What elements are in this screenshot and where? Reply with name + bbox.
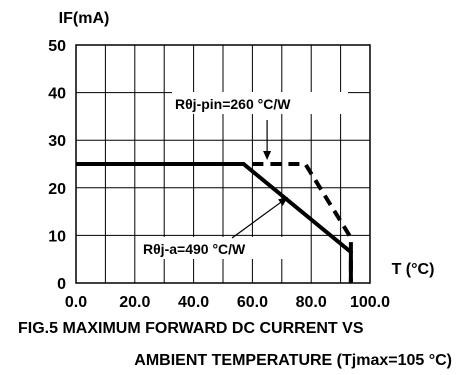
annotations: Rθj-pin=260 °C/W Rθj-a=490 °C/W xyxy=(140,92,348,259)
x-axis-label: T (°C) xyxy=(392,261,435,278)
y-tick-label: 30 xyxy=(48,133,66,150)
series-line-rthj-a xyxy=(76,162,353,283)
x-tick-label: 100.0 xyxy=(350,294,390,311)
y-axis-label: IF(mA) xyxy=(59,10,110,27)
caption-line-1: FIG.5 MAXIMUM FORWARD DC CURRENT VS xyxy=(18,320,364,337)
arrow-head-icon xyxy=(263,151,272,160)
series-lines xyxy=(76,162,353,283)
annotation-rthj-a: Rθj-a=490 °C/W xyxy=(143,241,246,257)
annotation-bg xyxy=(140,237,310,259)
y-tick-label: 10 xyxy=(48,228,66,245)
y-tick-label: 40 xyxy=(48,86,66,103)
annotation-bg xyxy=(172,92,348,114)
annotation-rthj-pin: Rθj-pin=260 °C/W xyxy=(175,96,291,112)
y-tick-labels: 0 10 20 30 40 50 xyxy=(48,38,66,293)
x-tick-label: 60.0 xyxy=(237,294,268,311)
caption-line-2: AMBIENT TEMPERATURE (Tjmax=105 °C) xyxy=(134,352,452,369)
y-tick-label: 50 xyxy=(48,38,66,55)
y-tick-label: 20 xyxy=(48,181,66,198)
x-tick-label: 0.0 xyxy=(65,294,87,311)
x-tick-labels: 0.0 20.0 40.0 60.0 80.0 100.0 xyxy=(65,294,390,311)
y-tick-label: 0 xyxy=(57,276,66,293)
annotation-arrow-line xyxy=(231,196,289,239)
x-tick-label: 20.0 xyxy=(119,294,150,311)
series-line-rthj-pin xyxy=(252,162,353,283)
x-tick-label: 40.0 xyxy=(178,294,209,311)
arrow-head-icon xyxy=(278,197,288,206)
x-tick-label: 80.0 xyxy=(296,294,327,311)
